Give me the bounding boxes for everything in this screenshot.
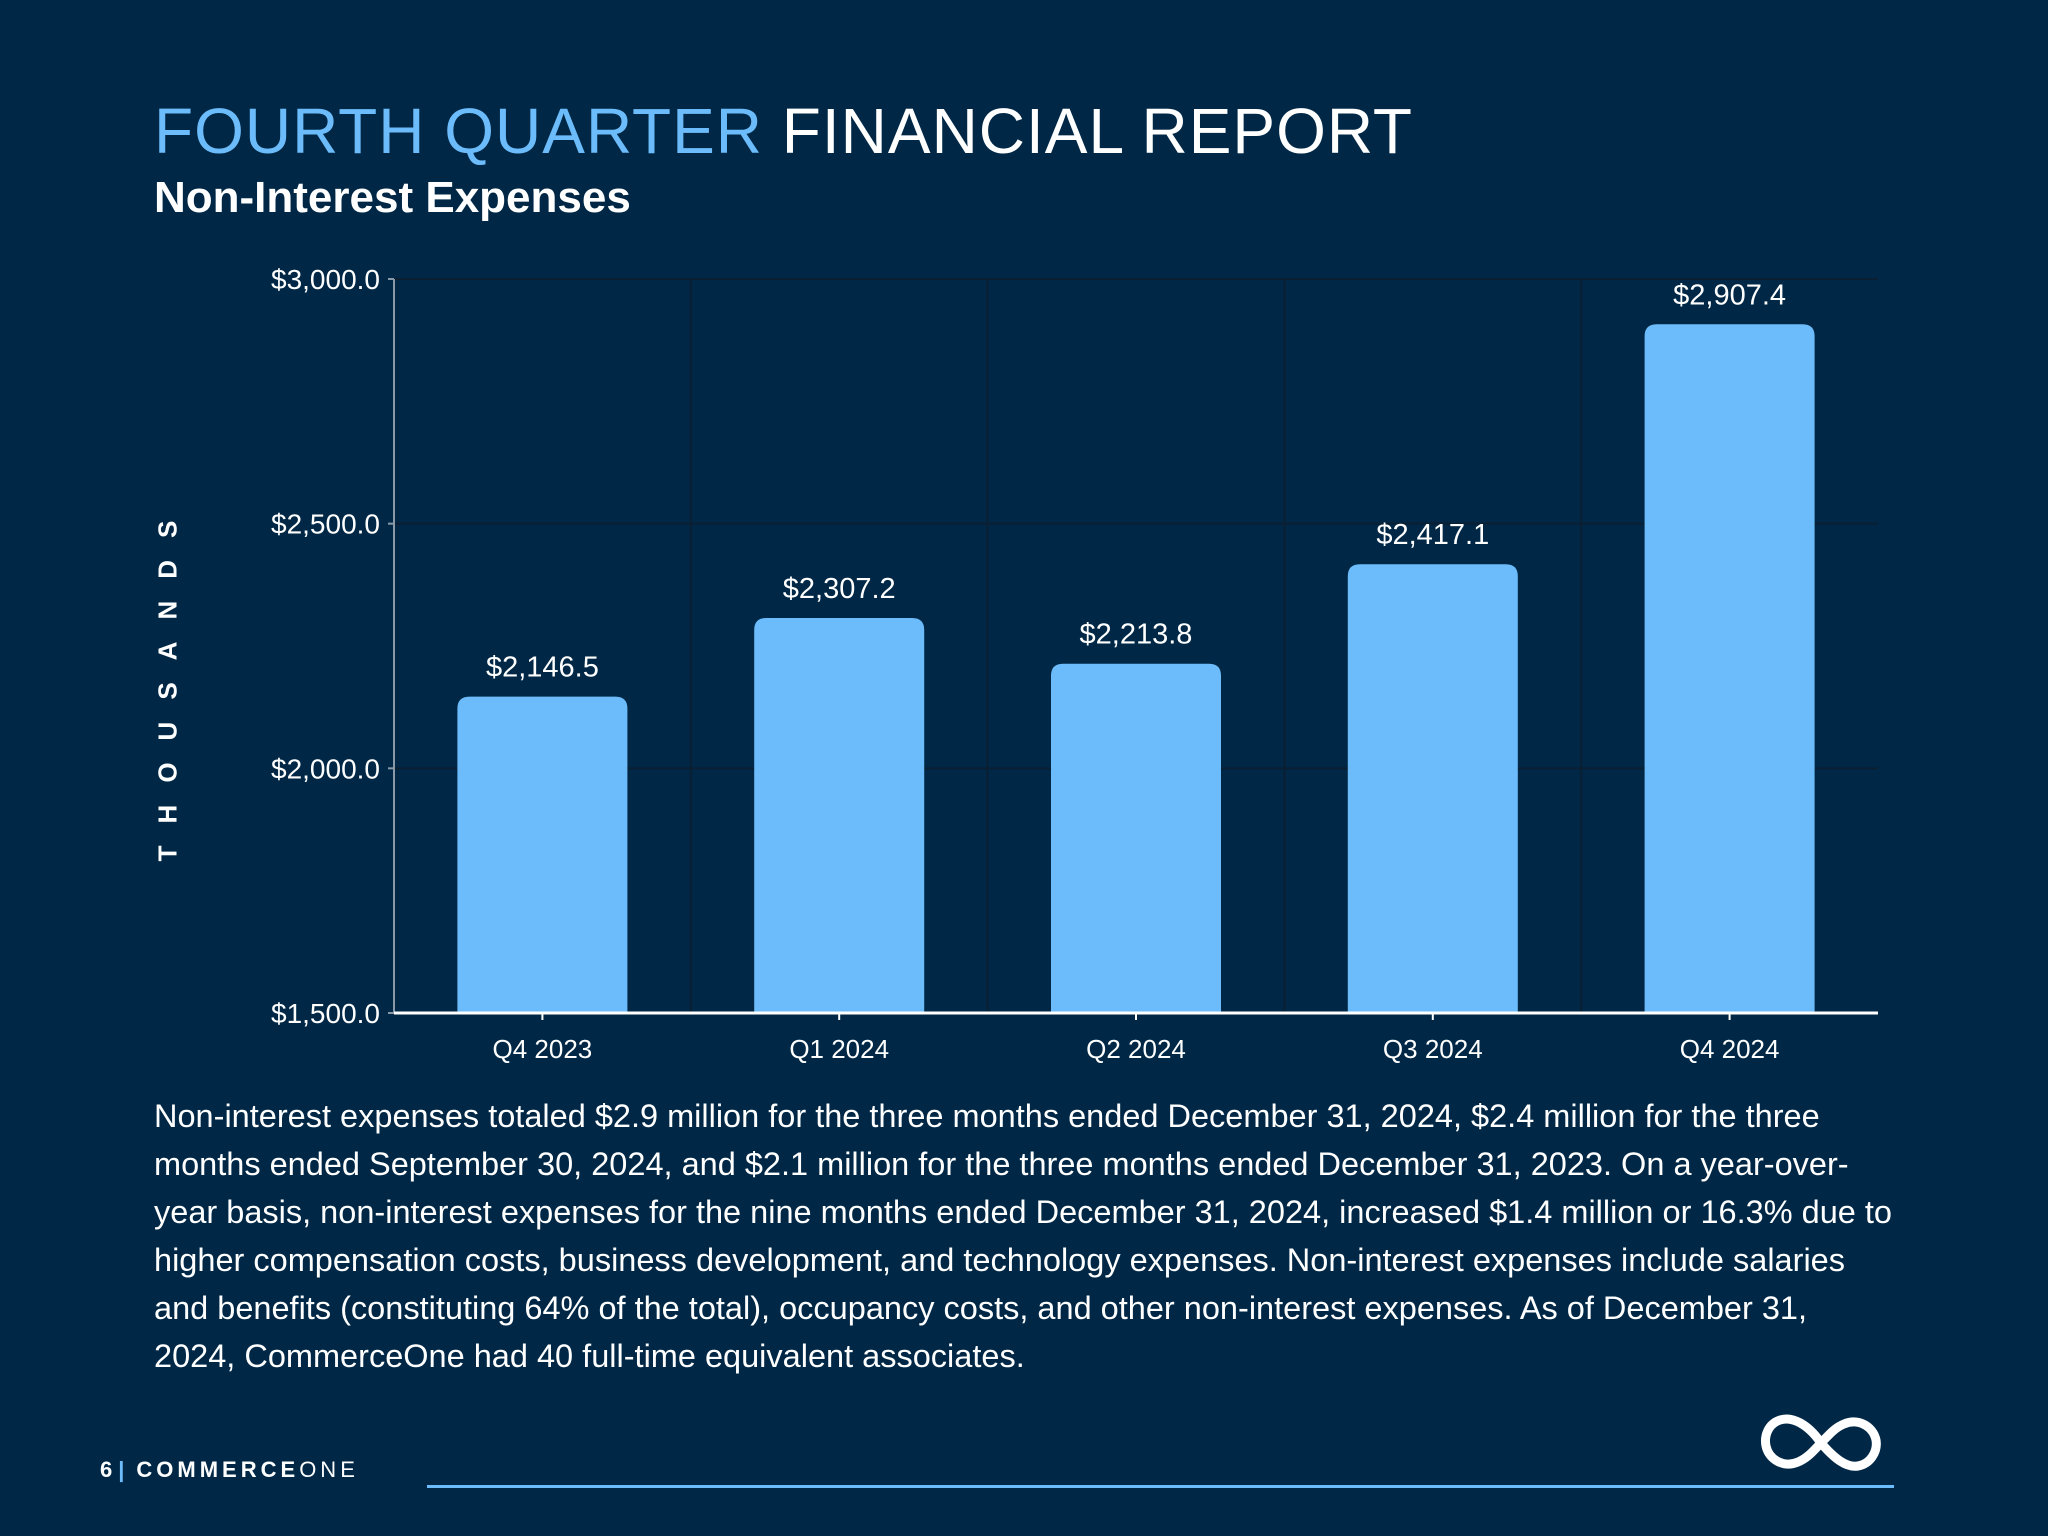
data-label: $2,213.8 [1080, 619, 1193, 651]
title-accent: FOURTH QUARTER [154, 95, 763, 167]
brand-name-bold: COMMERCE [136, 1457, 300, 1482]
infinity-logo-icon [1761, 1414, 1881, 1471]
footer-brand: 6| COMMERCEONE [100, 1457, 359, 1483]
footer-separator: | [118, 1457, 129, 1482]
y-tick-label: $2,000.0 [271, 753, 380, 784]
bar-chart: $1,500.0 $2,000.0 $2,500.0 $3,000.0 $2,146.5… [271, 264, 1878, 1064]
page-subtitle: Non-Interest Expenses [154, 173, 631, 222]
bar-layer [457, 324, 1815, 1013]
bar [1644, 324, 1815, 1013]
page-number: 6 [100, 1457, 117, 1482]
page-title: FOURTH QUARTER FINANCIAL REPORT [154, 92, 1413, 170]
y-tick-label: $2,500.0 [271, 509, 380, 540]
y-tick-label: $1,500.0 [271, 998, 380, 1029]
y-tick-label: $3,000.0 [271, 264, 380, 295]
title-rest: FINANCIAL REPORT [781, 95, 1413, 167]
x-tick-label: Q4 2024 [1680, 1034, 1780, 1064]
data-label: $2,417.1 [1376, 519, 1489, 551]
data-label: $2,307.2 [783, 573, 896, 605]
bar [1051, 663, 1221, 1013]
data-label: $2,146.5 [486, 652, 599, 684]
description-paragraph: Non-interest expenses totaled $2.9 milli… [154, 1098, 1892, 1374]
bar [1347, 564, 1518, 1013]
x-tick-label: Q2 2024 [1086, 1034, 1186, 1064]
bar [754, 618, 925, 1013]
label-layer: $1,500.0 $2,000.0 $2,500.0 $3,000.0 $2,146.5… [271, 264, 1786, 1064]
x-tick-label: Q4 2023 [493, 1034, 593, 1064]
brand-name-light: ONE [299, 1457, 359, 1482]
footer-divider [427, 1485, 1894, 1488]
grid-layer [394, 278, 1878, 1013]
x-tick-label: Q3 2024 [1383, 1034, 1483, 1064]
x-tick-label: Q1 2024 [789, 1034, 889, 1064]
bar [457, 696, 628, 1013]
data-label: $2,907.4 [1673, 279, 1786, 311]
axis-layer [388, 278, 1878, 1020]
